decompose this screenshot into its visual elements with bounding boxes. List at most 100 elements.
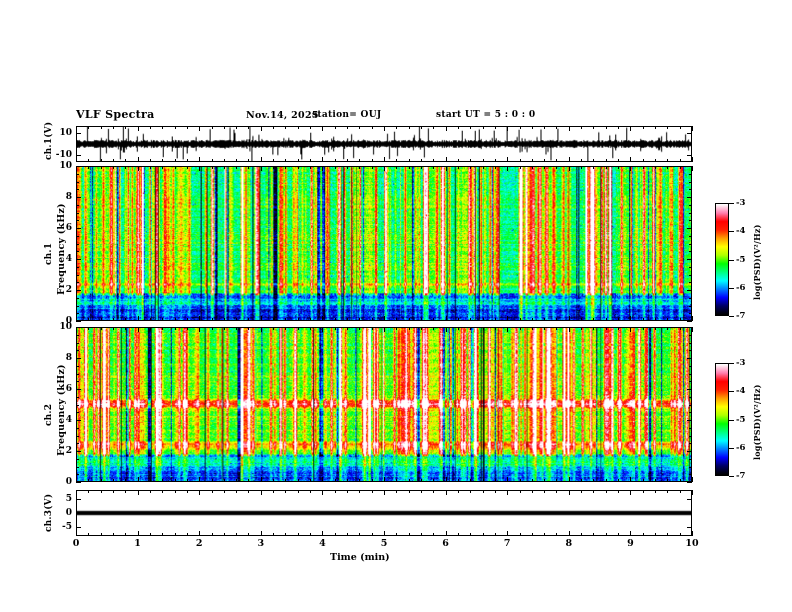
xtick-ch1wave-b43	[605, 159, 607, 162]
xtick-ch1spec-b18	[297, 318, 299, 321]
xtick-ch1wave-31	[457, 126, 459, 129]
xtick-ch2spec-50	[692, 327, 693, 332]
xtick-ch1wave-b24	[371, 159, 373, 162]
xtick-ch3wave-18	[297, 490, 299, 493]
cbar-tick-ch1-1	[729, 231, 734, 233]
xtick-ch2spec-44	[618, 327, 620, 330]
xtick-ch1wave-41	[581, 126, 583, 129]
xtick-ch1spec-b19	[310, 318, 312, 321]
xtick-ch1wave-b39	[556, 159, 558, 162]
ytick-ch1spec-5.5	[76, 235, 79, 237]
ytick-ch1spec-r-0	[687, 321, 692, 322]
xtick-ch2spec-12	[223, 327, 225, 330]
xtick-ch2spec-46	[642, 327, 644, 330]
xtick-ch1wave-b33	[482, 159, 484, 162]
xtick-ch1wave-b3	[112, 159, 114, 162]
ytick-ch2spec-0	[76, 482, 81, 483]
xtick-ch1wave-32	[470, 126, 472, 129]
ytick-ch1wave-0	[76, 132, 81, 134]
xtick-label-10: 10	[685, 538, 699, 549]
xtick-ch1spec-b6	[149, 318, 151, 321]
ytick-ch2spec-r-2	[687, 451, 692, 452]
xtick-ch3wave-19	[310, 490, 312, 493]
xtick-ch1wave-b10	[199, 157, 201, 162]
xtick-ch2spec-38	[544, 327, 546, 330]
xtick-ch1spec-17	[285, 166, 287, 169]
ytick-ch1spec-6.5	[76, 220, 79, 222]
xtick-ch1spec-b49	[679, 318, 681, 321]
xtick-ch1spec-25	[384, 166, 385, 171]
ytick-ch2spec-r-10	[687, 327, 692, 328]
ytick-label-ch2spec-1: 2	[65, 446, 72, 456]
xtick-ch1spec-b45	[630, 316, 632, 321]
ytick-ch1spec-r-6.5	[689, 220, 692, 222]
xtick-ch2spec-9	[186, 327, 188, 330]
xtick-ch3wave-12	[223, 490, 225, 493]
cbar-label-ch2-3: -6	[736, 442, 746, 453]
ytick-ch2spec-r-6	[687, 389, 692, 390]
xtick-ch3wave-b13	[236, 533, 238, 536]
xtick-ch1spec-b31	[457, 318, 459, 321]
ytick-ch1spec-r-10	[687, 166, 692, 167]
xtick-ch1spec-b3	[112, 318, 114, 321]
colorbar-ch1-title: log(PSD)(V²/Hz)	[752, 224, 762, 300]
xtick-ch2spec-b18	[297, 479, 299, 482]
ytick-ch2spec-10	[76, 327, 81, 328]
observation-date: Nov.14, 2025	[246, 110, 319, 121]
xtick-ch2spec-14	[248, 327, 250, 330]
xtick-ch1spec-29	[433, 166, 435, 169]
ytick-ch3wave-0	[76, 498, 81, 500]
xtick-ch2spec-b35	[507, 477, 509, 482]
ytick-ch2spec-r-7	[689, 373, 692, 375]
xtick-ch1spec-24	[371, 166, 373, 169]
xtick-ch3wave-b46	[642, 533, 644, 536]
xtick-ch3wave-b38	[544, 533, 546, 536]
xtick-ch3wave-b50	[692, 531, 693, 536]
xtick-ch1spec-b30	[445, 316, 447, 321]
xtick-ch1spec-32	[470, 166, 472, 169]
panel-ch1-spectrogram	[76, 166, 692, 321]
xtick-ch2spec-b10	[199, 477, 201, 482]
ytick-ch1spec-r-9	[689, 181, 692, 183]
xtick-ch1wave-49	[679, 126, 681, 129]
xtick-ch2spec-b27	[408, 479, 410, 482]
xtick-ch1spec-b43	[605, 318, 607, 321]
xtick-ch1wave-b17	[285, 159, 287, 162]
xtick-ch1spec-b14	[248, 318, 250, 321]
xtick-ch3wave-b15	[260, 531, 262, 536]
cbar-label-ch2-1: -4	[736, 386, 746, 397]
station-label: station= OUJ	[312, 110, 382, 120]
xtick-ch1spec-15	[260, 166, 262, 171]
xtick-ch2spec-b32	[470, 479, 472, 482]
xtick-ch3wave-40	[568, 490, 570, 495]
xtick-ch3wave-b42	[593, 533, 595, 536]
ytick-ch1spec-2.5	[76, 282, 79, 284]
xtick-ch2spec-21	[334, 327, 336, 330]
ytick-ch1wave-r1	[687, 155, 692, 157]
xtick-ch1wave-27	[408, 126, 410, 129]
xtick-ch3wave-b35	[507, 531, 509, 536]
xtick-ch1wave-b35	[507, 157, 509, 162]
ytick-ch2spec-7	[76, 373, 79, 375]
xtick-ch2spec-b25	[384, 477, 385, 482]
xtick-ch1spec-5	[137, 166, 139, 171]
xtick-ch1wave-42	[593, 126, 595, 129]
xtick-ch3wave-33	[482, 490, 484, 493]
ytick-ch1spec-r-5	[689, 243, 692, 245]
xtick-label-4: 4	[319, 538, 326, 549]
ytick-label-ch1spec-1: 2	[65, 285, 72, 295]
ytick-label-ch1spec-0: 0	[65, 316, 72, 326]
xtick-ch1spec-b10	[199, 316, 201, 321]
xtick-ch1wave-24	[371, 126, 373, 129]
xtick-ch2spec-18	[297, 327, 299, 330]
xtick-ch1spec-50	[692, 166, 693, 171]
xtick-ch1spec-2	[100, 166, 102, 169]
xtick-ch3wave-b36	[519, 533, 521, 536]
ytick-ch2spec-1.5	[76, 458, 79, 460]
xtick-ch3wave-46	[642, 490, 644, 493]
ytick-ch2spec-5.5	[76, 396, 79, 398]
xtick-ch1spec-b33	[482, 318, 484, 321]
xtick-ch1spec-b28	[420, 318, 422, 321]
xtick-ch2spec-45	[630, 327, 632, 332]
xtick-ch3wave-b48	[667, 533, 669, 536]
